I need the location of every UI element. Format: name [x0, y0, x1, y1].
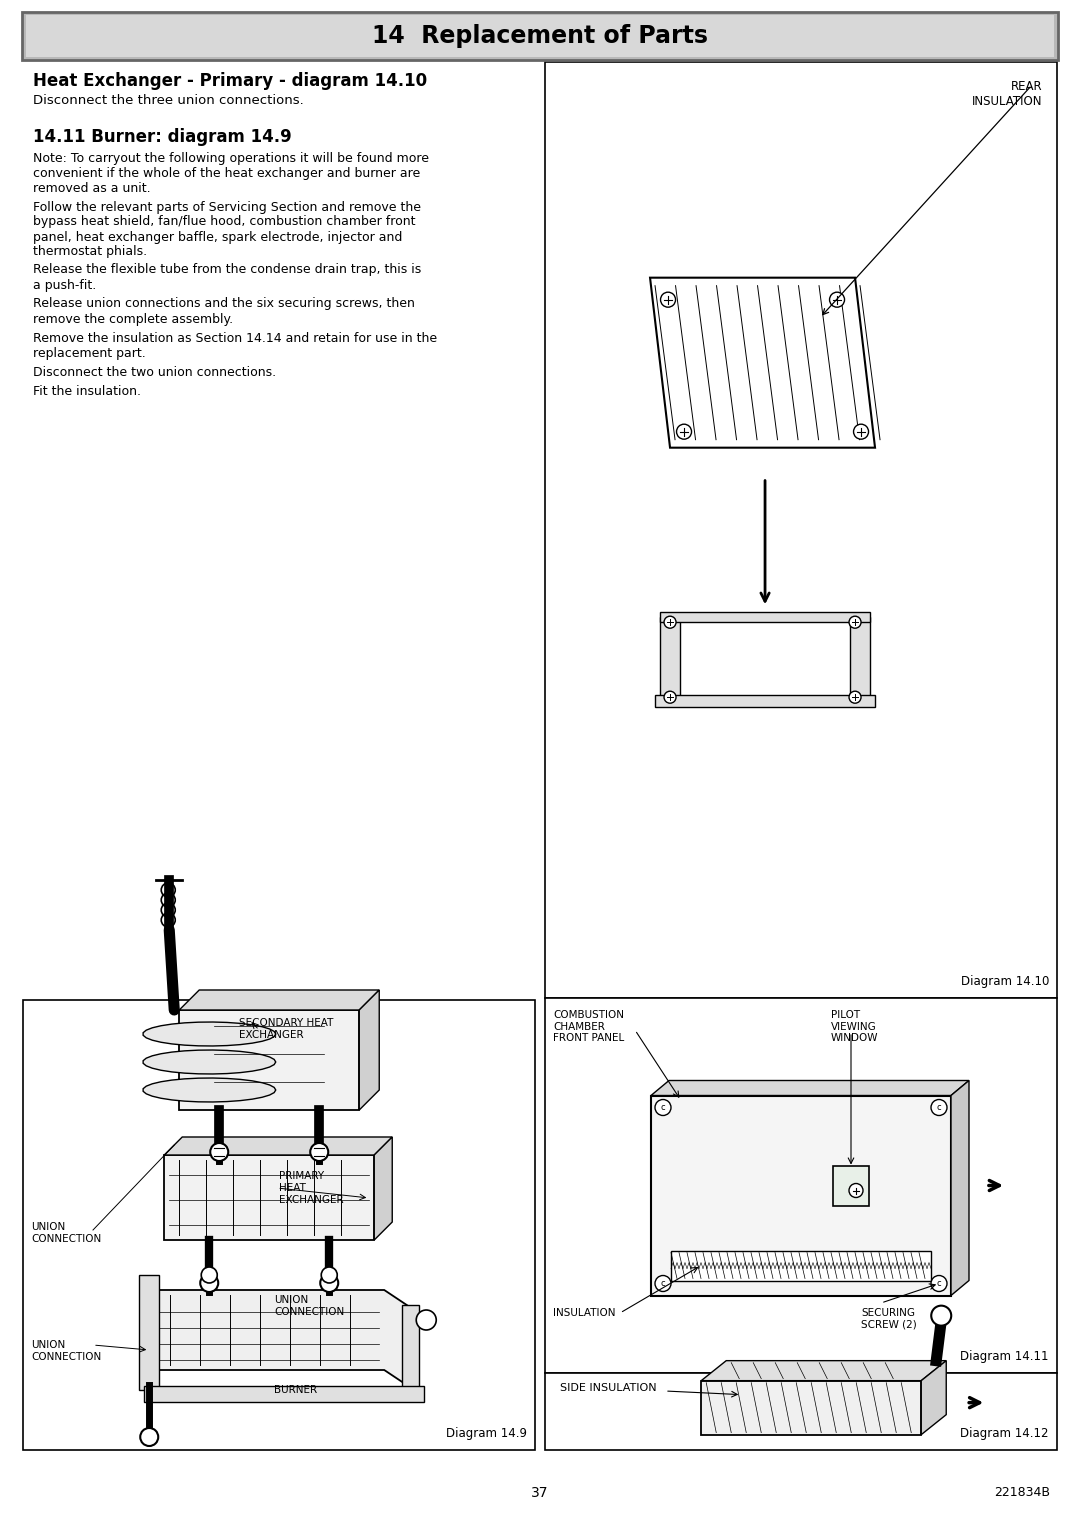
Text: UNION
CONNECTION: UNION CONNECTION [31, 1222, 102, 1244]
Bar [833, 1166, 869, 1206]
Circle shape [676, 425, 691, 439]
Bar [26, 15, 1054, 57]
Text: UNION
CONNECTION: UNION CONNECTION [274, 1296, 345, 1317]
Text: c: c [661, 1279, 665, 1288]
Circle shape [829, 292, 845, 307]
Text: Diagram 14.10: Diagram 14.10 [960, 975, 1049, 989]
Text: Diagram 14.9: Diagram 14.9 [446, 1427, 527, 1439]
Circle shape [200, 1274, 218, 1293]
Polygon shape [402, 1305, 419, 1400]
Circle shape [654, 1100, 671, 1115]
Text: SECONDARY HEAT
EXCHANGER: SECONDARY HEAT EXCHANGER [240, 1018, 334, 1039]
Bar [545, 1374, 1057, 1450]
Polygon shape [651, 1096, 951, 1296]
Polygon shape [179, 990, 379, 1010]
Text: UNION
CONNECTION: UNION CONNECTION [31, 1340, 102, 1361]
Bar [660, 613, 870, 622]
Text: Release the flexible tube from the condense drain trap, this is
a push-fit.: Release the flexible tube from the conde… [33, 263, 421, 292]
Text: c: c [936, 1279, 942, 1288]
Text: 37: 37 [531, 1487, 549, 1500]
Circle shape [849, 616, 861, 628]
Circle shape [310, 1143, 328, 1161]
Circle shape [931, 1276, 947, 1291]
Polygon shape [375, 1137, 392, 1241]
Polygon shape [360, 990, 379, 1109]
Polygon shape [701, 1360, 946, 1381]
Text: Release union connections and the six securing screws, then
remove the complete : Release union connections and the six se… [33, 298, 415, 325]
Polygon shape [660, 617, 680, 697]
Text: Diagram 14.11: Diagram 14.11 [960, 1351, 1049, 1363]
Circle shape [201, 1267, 217, 1284]
Circle shape [211, 1143, 228, 1161]
Text: COMBUSTION
CHAMBER
FRONT PANEL: COMBUSTION CHAMBER FRONT PANEL [553, 1010, 624, 1044]
Text: Follow the relevant parts of Servicing Section and remove the
bypass heat shield: Follow the relevant parts of Servicing S… [33, 200, 421, 258]
Text: Remove the insulation as Section 14.14 and retain for use in the
replacement par: Remove the insulation as Section 14.14 a… [33, 332, 437, 359]
Text: Diagram 14.12: Diagram 14.12 [960, 1427, 1049, 1439]
Circle shape [931, 1305, 951, 1326]
Circle shape [853, 425, 868, 439]
Bar [22, 12, 1058, 60]
Text: BURNER: BURNER [274, 1384, 318, 1395]
Text: 14  Replacement of Parts: 14 Replacement of Parts [372, 24, 708, 47]
Circle shape [321, 1267, 337, 1284]
Circle shape [416, 1309, 436, 1329]
Text: c: c [661, 1103, 665, 1112]
Circle shape [849, 691, 861, 703]
Bar [23, 999, 535, 1450]
Polygon shape [701, 1381, 921, 1435]
Polygon shape [951, 1080, 969, 1296]
Circle shape [661, 292, 676, 307]
Polygon shape [144, 1022, 275, 1047]
Text: Note: To carryout the following operations it will be found more
convenient if t: Note: To carryout the following operatio… [33, 151, 429, 196]
Polygon shape [179, 1010, 360, 1109]
Bar [145, 1386, 424, 1403]
Bar [656, 695, 875, 707]
Polygon shape [650, 278, 875, 448]
Circle shape [140, 1429, 159, 1445]
Text: PRIMARY
HEAT
EXCHANGER: PRIMARY HEAT EXCHANGER [280, 1172, 343, 1204]
Text: REAR
INSULATION: REAR INSULATION [972, 79, 1042, 108]
Text: Disconnect the three union connections.: Disconnect the three union connections. [33, 95, 303, 107]
Circle shape [931, 1100, 947, 1115]
Bar [671, 1250, 931, 1280]
Circle shape [849, 1184, 863, 1198]
Polygon shape [154, 1290, 415, 1390]
Text: c: c [936, 1103, 942, 1112]
Polygon shape [144, 1050, 275, 1074]
Polygon shape [164, 1137, 392, 1155]
Bar [545, 63, 1057, 998]
Polygon shape [164, 1155, 375, 1241]
Circle shape [654, 1276, 671, 1291]
Polygon shape [850, 617, 870, 697]
Circle shape [321, 1274, 338, 1293]
Bar [545, 998, 1057, 1374]
Text: PILOT
VIEWING
WINDOW: PILOT VIEWING WINDOW [831, 1010, 878, 1044]
Polygon shape [144, 1079, 275, 1102]
Circle shape [664, 616, 676, 628]
Text: Heat Exchanger - Primary - diagram 14.10: Heat Exchanger - Primary - diagram 14.10 [33, 72, 427, 90]
Text: Fit the insulation.: Fit the insulation. [33, 385, 141, 397]
Text: 14.11 Burner: diagram 14.9: 14.11 Burner: diagram 14.9 [33, 128, 292, 147]
Text: SECURING
SCREW (2): SECURING SCREW (2) [861, 1308, 917, 1329]
Text: INSULATION: INSULATION [553, 1308, 616, 1319]
Circle shape [664, 691, 676, 703]
Polygon shape [651, 1080, 969, 1096]
Text: SIDE INSULATION: SIDE INSULATION [561, 1383, 657, 1394]
Polygon shape [921, 1360, 946, 1435]
Text: Disconnect the two union connections.: Disconnect the two union connections. [33, 365, 276, 379]
Polygon shape [139, 1274, 159, 1390]
Text: 221834B: 221834B [994, 1487, 1050, 1499]
